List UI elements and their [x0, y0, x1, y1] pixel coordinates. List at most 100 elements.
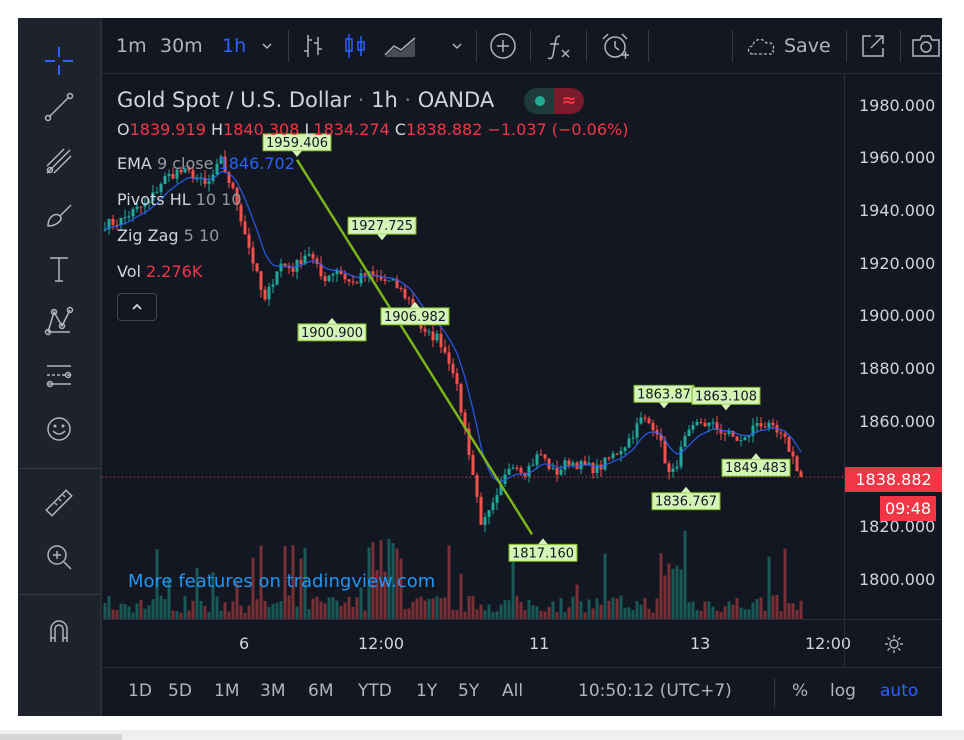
volume-bar	[659, 553, 663, 619]
compare-button[interactable]	[488, 18, 518, 74]
candle-body	[647, 418, 651, 424]
range-all-button[interactable]: All	[502, 681, 524, 701]
indicator-value: 2.276K	[146, 262, 203, 281]
interval-30m-button[interactable]: 30m	[160, 35, 203, 57]
candle-body	[331, 274, 335, 276]
pivot-label-text: 1836.767	[655, 495, 717, 510]
volume-bar	[295, 606, 299, 619]
pattern-icon[interactable]	[40, 302, 78, 340]
volume-bar	[663, 575, 667, 619]
chart-settings-button[interactable]	[844, 619, 942, 667]
smiley-icon[interactable]	[40, 410, 78, 448]
volume-bar	[679, 569, 683, 619]
candle-body	[783, 433, 787, 437]
camera-icon	[912, 35, 940, 57]
candle-body	[139, 206, 143, 208]
candle-body	[119, 217, 123, 225]
volume-bar	[655, 598, 659, 619]
magnet-icon[interactable]	[40, 612, 78, 650]
volume-bar	[279, 601, 283, 619]
time-axis[interactable]: 6 12:00 11 13 12:00	[102, 619, 851, 667]
zigzag-line	[295, 159, 534, 535]
page-footer-tab	[0, 734, 122, 740]
volume-bar	[671, 568, 675, 619]
market-status[interactable]: ≈	[524, 88, 584, 114]
prediction-icon[interactable]	[40, 356, 78, 394]
pivot-label: 1836.767	[651, 486, 721, 511]
interval-1h-button[interactable]: 1h	[222, 35, 247, 57]
pitchfork-icon[interactable]	[40, 142, 78, 180]
volume-bar	[287, 595, 291, 619]
volume-bar	[307, 609, 311, 619]
candle-body	[723, 433, 727, 435]
trend-line-icon[interactable]	[40, 88, 78, 126]
volume-bar	[199, 600, 203, 619]
area-chart-button[interactable]	[382, 18, 418, 74]
interval-1m-button[interactable]: 1m	[116, 35, 147, 57]
volume-bar	[435, 596, 439, 619]
crosshair-icon[interactable]	[40, 42, 78, 80]
brush-icon[interactable]	[40, 196, 78, 234]
pivot-label-text: 1863.87	[637, 387, 691, 402]
range-6m-button[interactable]: 6M	[308, 681, 334, 701]
volume-bar	[439, 598, 443, 619]
volume-bar	[411, 601, 415, 619]
range-5y-button[interactable]: 5Y	[458, 681, 480, 701]
volume-bar	[171, 610, 175, 619]
volume-bar	[591, 608, 595, 619]
symbol-name: Gold Spot / U.S. Dollar	[117, 88, 352, 112]
candle-body	[495, 495, 499, 503]
range-ytd-button[interactable]: YTD	[358, 681, 392, 701]
range-1d-button[interactable]: 1D	[128, 681, 152, 701]
candle-body	[563, 460, 567, 470]
current-price-tag: 1838.882	[845, 467, 942, 492]
promo-link[interactable]: More features on tradingview.com	[128, 571, 436, 592]
indicator-ema[interactable]: EMA 9 close 1846.702	[117, 154, 295, 173]
indicator-volume[interactable]: Vol 2.276K	[117, 262, 202, 281]
timezone-clock[interactable]: 10:50:12 (UTC+7)	[578, 681, 732, 701]
interval-dropdown[interactable]	[260, 18, 274, 74]
save-button[interactable]: Save	[744, 18, 831, 74]
range-1m-button[interactable]: 1M	[214, 681, 240, 701]
candle-body	[271, 284, 275, 287]
ruler-icon[interactable]	[40, 484, 78, 522]
percent-scale-button[interactable]: %	[792, 681, 809, 701]
volume-bar	[547, 606, 551, 619]
range-1y-button[interactable]: 1Y	[416, 681, 438, 701]
text-tool-icon[interactable]	[40, 250, 78, 288]
volume-bar	[327, 597, 331, 619]
volume-bar	[343, 602, 347, 619]
range-3m-button[interactable]: 3M	[260, 681, 286, 701]
auto-scale-button[interactable]: auto	[880, 681, 919, 701]
pivot-label-text: 1959.406	[266, 136, 328, 151]
candles-button[interactable]	[342, 18, 368, 74]
indicator-pivots[interactable]: Pivots HL 10 10	[117, 190, 242, 209]
candle-body	[423, 328, 427, 332]
collapse-legend-button[interactable]	[117, 293, 157, 321]
cloud-icon	[747, 38, 775, 55]
pivot-label-text: 1817.160	[512, 546, 574, 561]
chart-type-dropdown[interactable]	[450, 18, 464, 74]
log-scale-button[interactable]: log	[830, 681, 856, 701]
price-chart[interactable]: 1959.406 1927.725 1900.900 1906.982 1817.160…	[102, 74, 844, 619]
volume-bar	[735, 597, 739, 619]
volume-bar	[319, 601, 323, 619]
indicator-zigzag[interactable]: Zig Zag 5 10	[117, 226, 219, 245]
alert-button[interactable]	[598, 18, 632, 74]
volume-bar	[715, 610, 719, 619]
candle-body	[359, 273, 363, 284]
range-5d-button[interactable]: 5D	[168, 681, 192, 701]
volume-bar	[627, 607, 631, 619]
volume-bar	[303, 548, 307, 619]
indicators-button[interactable]	[542, 18, 574, 74]
price-axis[interactable]: 1980.000 1960.000 1940.000 1920.000 1900.000…	[844, 74, 942, 619]
volume-bar	[323, 603, 327, 619]
candle-body	[703, 422, 707, 427]
zoom-in-icon[interactable]	[40, 538, 78, 576]
fullscreen-button[interactable]	[858, 18, 888, 74]
candle-body	[203, 177, 207, 184]
volume-bar	[387, 539, 391, 619]
open-external-icon	[862, 35, 884, 57]
screenshot-button[interactable]	[910, 18, 942, 74]
bar-chart-button[interactable]	[300, 18, 326, 74]
